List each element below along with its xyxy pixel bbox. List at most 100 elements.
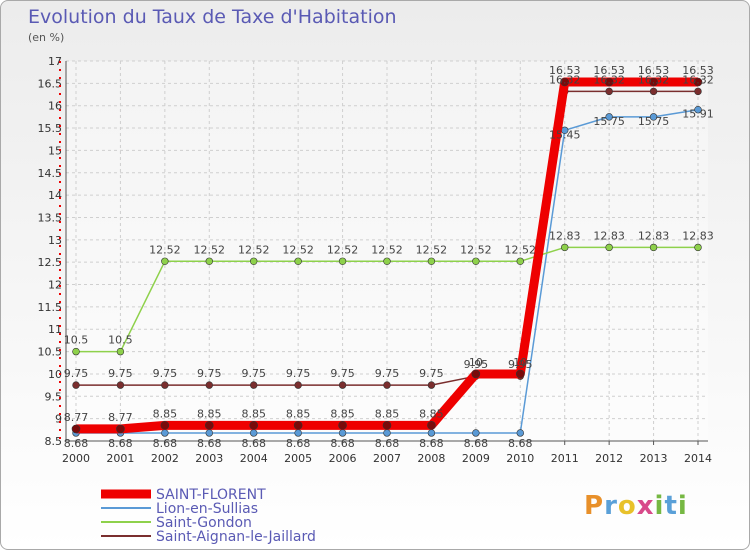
data-label: 16.32: [549, 73, 581, 86]
data-point: [294, 429, 302, 437]
data-label: 9.75: [197, 367, 222, 380]
data-point: [383, 381, 391, 389]
data-label: 16.53: [593, 64, 625, 77]
x-tick-label: 2007: [373, 452, 401, 465]
y-tick-label: 9: [55, 413, 62, 426]
legend-label: Saint-Aignan-le-Jaillard: [156, 529, 316, 545]
logo-letter: i: [654, 491, 665, 521]
data-point: [693, 77, 703, 87]
y-tick-label: 9.5: [45, 390, 63, 403]
data-point: [116, 381, 125, 389]
data-label: 8.68: [464, 437, 489, 450]
x-tick-label: 2004: [240, 452, 268, 465]
data-point: [249, 421, 259, 430]
data-point: [205, 381, 213, 389]
y-tick-label: 12.5: [38, 256, 63, 269]
x-tick-label: 2011: [551, 452, 579, 465]
data-point: [604, 77, 614, 87]
y-tick-label: 16.5: [38, 77, 63, 90]
chart-title: Evolution du Taux de Taxe d'Habitation: [28, 6, 397, 28]
data-point: [605, 113, 613, 121]
data-label: 8.85: [375, 407, 400, 420]
data-point: [383, 429, 391, 437]
y-tick-label: 13.5: [38, 211, 63, 224]
data-point: [649, 243, 658, 252]
data-label: 12.83: [682, 229, 714, 242]
y-tick-label: 15.5: [38, 122, 63, 135]
data-label: 12.52: [460, 243, 492, 256]
proxiti-logo: Proxiti: [584, 491, 688, 521]
x-tick-label: 2006: [329, 452, 357, 465]
data-point: [649, 77, 658, 87]
data-point: [161, 257, 169, 265]
data-label: 9.75: [286, 367, 311, 380]
logo-letter: r: [604, 491, 618, 521]
data-point: [383, 257, 391, 265]
data-label: 8.68: [330, 437, 355, 450]
chart-subtitle: (en %): [28, 31, 65, 44]
data-label: 8.68: [108, 437, 133, 450]
data-label: 8.85: [197, 407, 222, 420]
data-point: [250, 257, 258, 265]
y-tick-label: 10: [48, 368, 62, 381]
data-label: 8.68: [241, 437, 266, 450]
data-label: 8.77: [64, 411, 89, 424]
data-label: 12.52: [238, 243, 270, 256]
data-label: 12.83: [549, 229, 581, 242]
data-point: [694, 87, 702, 96]
data-label: 9.75: [375, 367, 400, 380]
data-label: 12.52: [149, 243, 181, 256]
logo-letter: x: [636, 491, 655, 521]
y-tick-label: 11.5: [38, 301, 63, 314]
logo-letter: i: [677, 491, 688, 521]
data-label: 9.75: [330, 367, 355, 380]
data-label: 16.32: [638, 73, 670, 86]
data-point: [560, 77, 570, 87]
y-tick-label: 14.5: [38, 167, 63, 180]
data-point: [694, 106, 702, 114]
x-tick-label: 2005: [284, 452, 312, 465]
data-label: 12.52: [194, 243, 226, 256]
data-label: 8.68: [375, 437, 400, 450]
data-label: 10.5: [64, 334, 89, 347]
data-label: 10.5: [108, 334, 133, 347]
data-label: 8.68: [153, 437, 178, 450]
y-tick-label: 13: [48, 234, 62, 247]
data-point: [294, 257, 302, 265]
data-label: 15.75: [593, 115, 625, 128]
data-label: 10: [469, 356, 483, 369]
data-point: [471, 369, 481, 379]
legend-label: SAINT-FLORENT: [156, 487, 266, 503]
data-label: 9.75: [64, 367, 89, 380]
data-point: [338, 421, 347, 430]
data-label: 9.95: [508, 358, 533, 371]
x-tick-label: 2010: [506, 452, 534, 465]
x-tick-label: 2009: [462, 452, 490, 465]
data-point: [649, 87, 658, 96]
data-point: [338, 381, 347, 389]
x-tick-label: 2012: [595, 452, 623, 465]
data-label: 9.75: [241, 367, 266, 380]
data-point: [338, 257, 347, 265]
data-label: 15.75: [638, 115, 670, 128]
data-label: 8.68: [197, 437, 222, 450]
data-point: [427, 421, 436, 430]
data-label: 16.53: [638, 64, 670, 77]
data-point: [72, 381, 80, 389]
data-point: [472, 429, 480, 437]
logo-letter: o: [617, 491, 637, 521]
data-label: 9.75: [153, 367, 178, 380]
y-tick-label: 15: [48, 144, 62, 157]
data-label: 8.77: [108, 411, 133, 424]
data-point: [116, 424, 125, 434]
x-tick-label: 2003: [195, 452, 223, 465]
x-tick-label: 2002: [151, 452, 179, 465]
data-label: 8.68: [64, 437, 89, 450]
y-tick-label: 11: [48, 323, 62, 336]
data-label: 9.95: [464, 358, 489, 371]
data-point: [250, 429, 258, 437]
data-point: [427, 257, 436, 265]
data-label: 8.68: [419, 437, 444, 450]
data-label: 12.83: [593, 229, 625, 242]
